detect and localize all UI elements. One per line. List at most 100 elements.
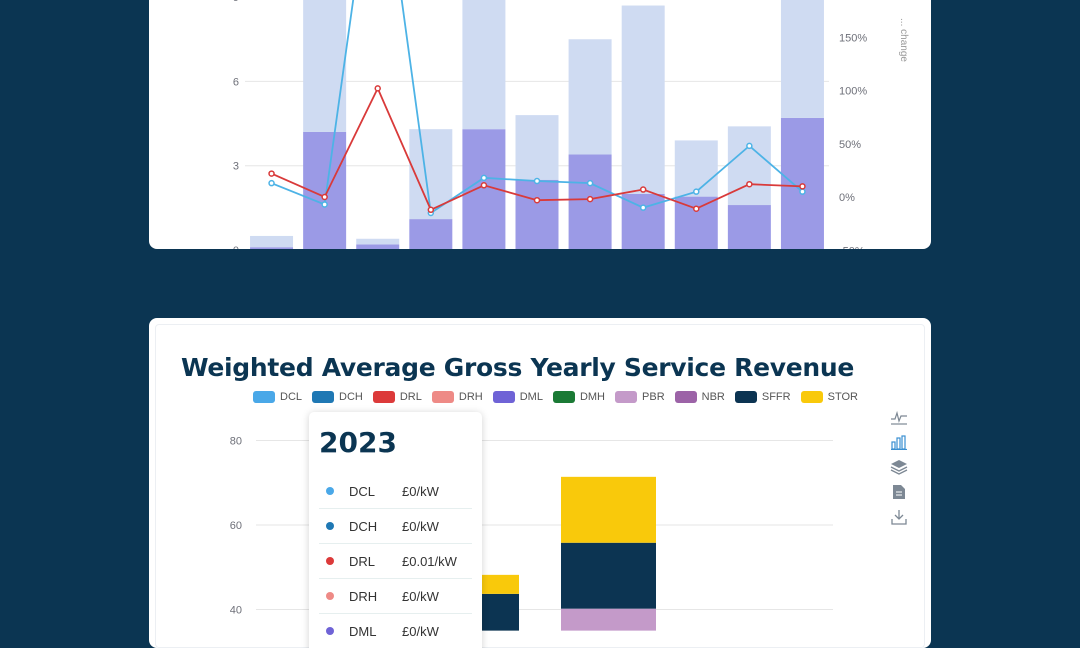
download-icon[interactable]: [890, 509, 908, 525]
chart-tooltip: 2023 DCL £0/kW DCH £0/kW DRL £0.01/kW DRH £0/kW…: [309, 412, 482, 648]
legend-label: NBR: [701, 391, 725, 403]
top-chart-card: 0 3 6 9 -50% 0% 50% 100% 150% ... change: [149, 0, 931, 249]
bar-segment[interactable]: [462, 0, 506, 130]
line-point[interactable]: [586, 195, 594, 203]
line-point[interactable]: [533, 196, 541, 204]
legend-label: DRH: [458, 391, 483, 403]
line-point[interactable]: [799, 183, 806, 190]
y-tick: 60: [230, 520, 242, 532]
bar-segment-pbr[interactable]: [561, 608, 656, 631]
line-point[interactable]: [321, 193, 328, 201]
y-tick-left: 0: [233, 245, 239, 249]
bar-segment[interactable]: [674, 140, 718, 197]
line-point[interactable]: [799, 188, 806, 195]
legend-label: DCH: [339, 391, 363, 403]
legend-swatch: [800, 391, 823, 403]
legend-item-pbr[interactable]: PBR: [615, 391, 665, 403]
legend-swatch: [431, 391, 454, 403]
bar-segment[interactable]: [674, 196, 718, 249]
legend-label: DRL: [399, 391, 422, 403]
bar-segment[interactable]: [621, 193, 665, 249]
bar-segment[interactable]: [727, 126, 771, 206]
line-point[interactable]: [639, 204, 647, 211]
bar-segment[interactable]: [409, 219, 453, 249]
bar-segment[interactable]: [568, 39, 612, 155]
legend-item-dmh[interactable]: DMH: [552, 391, 606, 403]
legend-item-dml[interactable]: DML: [492, 391, 543, 403]
bar-segment[interactable]: [515, 115, 559, 180]
y-tick: 40: [230, 605, 242, 617]
line-chart-icon[interactable]: [890, 409, 908, 425]
stack-icon[interactable]: [890, 459, 908, 475]
line-point[interactable]: [746, 142, 753, 150]
line-point[interactable]: [374, 85, 381, 92]
series-dot: [326, 487, 334, 495]
legend-swatch: [492, 391, 515, 403]
legend-item-dch[interactable]: DCH: [312, 391, 363, 403]
chart-toolbox: [890, 409, 908, 525]
y-tick-right: 0%: [839, 192, 855, 204]
y-tick-left: 6: [233, 76, 239, 88]
line-point[interactable]: [746, 180, 753, 188]
legend-label: DCL: [280, 391, 303, 403]
line-point[interactable]: [427, 206, 435, 214]
chart-legend: DCL DCH DRL DRH DML DMH PBR NBR SFFR STOR: [253, 391, 858, 403]
bar-segment[interactable]: [303, 0, 347, 132]
tooltip-row: DCH £0/kW: [319, 509, 472, 544]
line-point[interactable]: [533, 177, 541, 185]
line-point[interactable]: [480, 182, 488, 189]
bar-chart-icon[interactable]: [890, 434, 908, 450]
y-tick-right: 100%: [839, 86, 867, 98]
line-point[interactable]: [639, 186, 647, 193]
line-point[interactable]: [480, 174, 488, 182]
tooltip-row: DRH £0/kW: [319, 579, 472, 614]
tooltip-series-value: £0.01/kW: [402, 553, 457, 569]
legend-item-drl[interactable]: DRL: [372, 391, 422, 403]
chart-title: Weighted Average Gross Yearly Service Re…: [181, 353, 855, 382]
bar-segment[interactable]: [250, 235, 294, 248]
bar-segment[interactable]: [515, 179, 559, 249]
revenue-chart-card: Weighted Average Gross Yearly Service Re…: [149, 318, 931, 648]
legend-label: DMH: [579, 391, 606, 403]
tooltip-series-name: DRL: [349, 553, 376, 569]
line-point[interactable]: [268, 179, 275, 187]
tooltip-series-name: DCL: [349, 483, 376, 499]
bar-segment-sffr[interactable]: [561, 542, 656, 609]
legend-item-sffr[interactable]: SFFR: [734, 391, 791, 403]
tooltip-row: DML £0/kW: [319, 614, 472, 648]
y-axis-right-label: ... change: [898, 18, 909, 62]
legend-swatch: [253, 391, 275, 403]
line-point[interactable]: [321, 201, 328, 208]
y-tick-right: -50%: [839, 245, 865, 249]
legend-swatch: [312, 391, 335, 403]
legend-label: DML: [519, 391, 543, 403]
legend-item-drh[interactable]: DRH: [431, 391, 483, 403]
line-point[interactable]: [693, 188, 700, 195]
bar-segment[interactable]: [250, 247, 294, 249]
bar-segment[interactable]: [621, 5, 665, 194]
y-tick-left: 9: [233, 0, 239, 4]
tooltip-row: DCL £0/kW: [319, 474, 472, 509]
legend-item-nbr[interactable]: NBR: [674, 391, 725, 403]
series-dot: [326, 522, 334, 530]
tooltip-series-name: DRH: [349, 588, 378, 604]
data-view-icon[interactable]: [890, 484, 908, 500]
legend-label: SFFR: [761, 391, 791, 403]
tooltip-rows: DCL £0/kW DCH £0/kW DRL £0.01/kW DRH £0/kW DML £0…: [319, 474, 472, 648]
legend-item-stor[interactable]: STOR: [800, 391, 858, 403]
tooltip-series-name: DML: [349, 623, 377, 639]
legend-swatch: [674, 391, 697, 403]
series-dot: [326, 627, 334, 635]
legend-item-dcl[interactable]: DCL: [253, 391, 302, 403]
y-tick-right: 150%: [839, 32, 867, 44]
line-point[interactable]: [586, 179, 594, 187]
line-point[interactable]: [693, 205, 700, 212]
revenue-chart: 40 60 80: [230, 436, 833, 631]
line-point[interactable]: [268, 170, 275, 177]
bar-segment[interactable]: [356, 238, 400, 245]
bar-segment[interactable]: [356, 244, 400, 249]
bar-segment-stor[interactable]: [561, 476, 656, 543]
series-dot: [326, 592, 334, 600]
bar-segment[interactable]: [780, 0, 824, 118]
bar-segment[interactable]: [727, 205, 771, 249]
